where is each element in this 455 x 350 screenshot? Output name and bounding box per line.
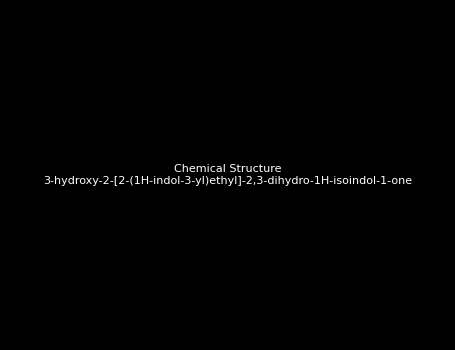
- Text: Chemical Structure
3-hydroxy-2-[2-(1H-indol-3-yl)ethyl]-2,3-dihydro-1H-isoindol-: Chemical Structure 3-hydroxy-2-[2-(1H-in…: [43, 164, 412, 186]
